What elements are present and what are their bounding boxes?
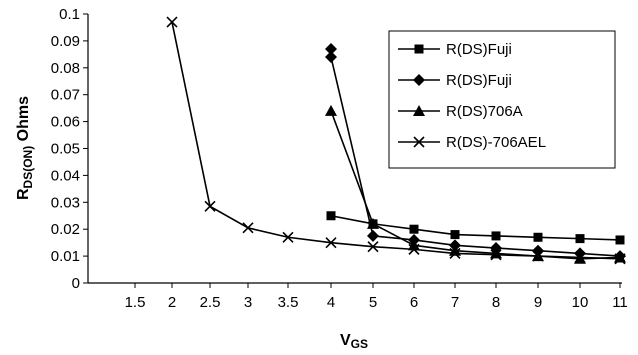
legend-item-4: R(DS)-706AEL xyxy=(398,134,546,151)
series-1-point xyxy=(615,235,625,245)
series-3-point xyxy=(490,247,502,259)
series-2-point xyxy=(325,51,337,64)
legend-item-2: R(DS)Fuji xyxy=(398,72,512,89)
y-tick-label: 0.08 xyxy=(51,60,80,77)
legend-marker xyxy=(413,105,425,116)
y-tick-label: 0.01 xyxy=(51,248,80,265)
series-4-point xyxy=(408,243,420,255)
series-4-point xyxy=(282,231,294,243)
legend-label: R(DS)Fuji xyxy=(446,41,512,58)
series-4-point xyxy=(242,222,254,234)
y-tick-label: 0.05 xyxy=(51,141,80,158)
series-4-point xyxy=(204,200,216,212)
series-3-point xyxy=(408,239,420,251)
legend-item-3: R(DS)706A xyxy=(398,103,523,120)
series-1-point xyxy=(326,211,336,221)
y-tick-label: 0.02 xyxy=(51,221,80,238)
x-axis-title: VGS xyxy=(340,332,368,351)
x-tick-label: 3.5 xyxy=(278,294,299,311)
series-4-point xyxy=(574,251,586,264)
y-tick-label: 0.03 xyxy=(51,194,80,211)
series-1-point xyxy=(533,232,543,242)
x-tick-label: 11 xyxy=(612,294,628,311)
series-3-point xyxy=(614,251,626,263)
x-tick-label: 2.5 xyxy=(200,294,221,311)
x-tick-label: 4 xyxy=(327,294,335,311)
y-tick-label: 0.09 xyxy=(51,33,80,50)
y-tick-label: 0.07 xyxy=(51,87,80,104)
x-axis-title-sub: GS xyxy=(351,337,368,351)
series-2-point xyxy=(325,42,337,55)
legend-label: R(DS)-706AEL xyxy=(446,134,546,151)
legend-marker xyxy=(413,74,425,86)
x-tick-label: 8 xyxy=(492,294,500,311)
x-tick-label: 6 xyxy=(410,294,418,311)
series-4-point xyxy=(490,249,502,261)
x-tick-label: 1.5 xyxy=(125,294,146,311)
series-3-line xyxy=(330,110,621,260)
legend-box xyxy=(388,30,616,169)
series-1-point xyxy=(575,234,585,244)
series-3-point xyxy=(325,104,337,116)
series-1-point xyxy=(491,231,501,241)
y-axis-title-suffix: Ohms xyxy=(15,96,32,146)
series-1-point xyxy=(409,224,419,234)
legend-item-1: R(DS)Fuji xyxy=(398,41,512,58)
x-axis-ticks: 1.5 2 2.5 3 3.5 4 5 6 7 8 9 10 11 xyxy=(125,283,628,311)
y-axis-title-main: R xyxy=(15,188,32,200)
x-tick-label: 2 xyxy=(168,294,176,311)
series-4-line xyxy=(171,21,621,260)
legend-marker xyxy=(414,44,424,54)
series-4-point xyxy=(449,247,461,259)
x-tick-label: 10 xyxy=(572,294,589,311)
y-axis-title-sub: DS(ON) xyxy=(21,146,35,189)
series-2-point xyxy=(367,229,379,242)
y-tick-label: 0 xyxy=(72,275,80,292)
y-tick-label: 0.06 xyxy=(51,114,80,131)
y-tick-label: 0.1 xyxy=(59,6,80,23)
legend: R(DS)Fuji R(DS)Fuji R(DS)706A R(DS)-706AEL xyxy=(388,30,616,169)
series-4-point xyxy=(614,253,626,265)
legend-label: R(DS)Fuji xyxy=(446,72,512,89)
series-4-point xyxy=(325,237,337,249)
series-3-point xyxy=(367,217,379,229)
series-1-line xyxy=(330,214,621,241)
series-4-point xyxy=(166,16,178,28)
series-1-point xyxy=(450,230,460,240)
plot-area xyxy=(166,16,626,265)
x-tick-label: 7 xyxy=(451,294,459,311)
x-axis-title-main: V xyxy=(340,332,351,349)
y-axis-title: RDS(ON) Ohms xyxy=(15,96,35,200)
y-axis-ticks: 0 0.01 0.02 0.03 0.04 0.05 0.06 0.07 0.08 0.09 0.1 xyxy=(51,6,88,292)
legend-marker xyxy=(413,136,425,148)
series-4 xyxy=(166,16,626,265)
x-tick-label: 9 xyxy=(534,294,542,311)
x-tick-label: 5 xyxy=(369,294,377,311)
series-4-point xyxy=(532,250,544,262)
series-4-point xyxy=(367,241,379,253)
y-tick-label: 0.04 xyxy=(51,167,80,184)
legend-label: R(DS)706A xyxy=(446,103,523,120)
x-tick-label: 3 xyxy=(244,294,252,311)
